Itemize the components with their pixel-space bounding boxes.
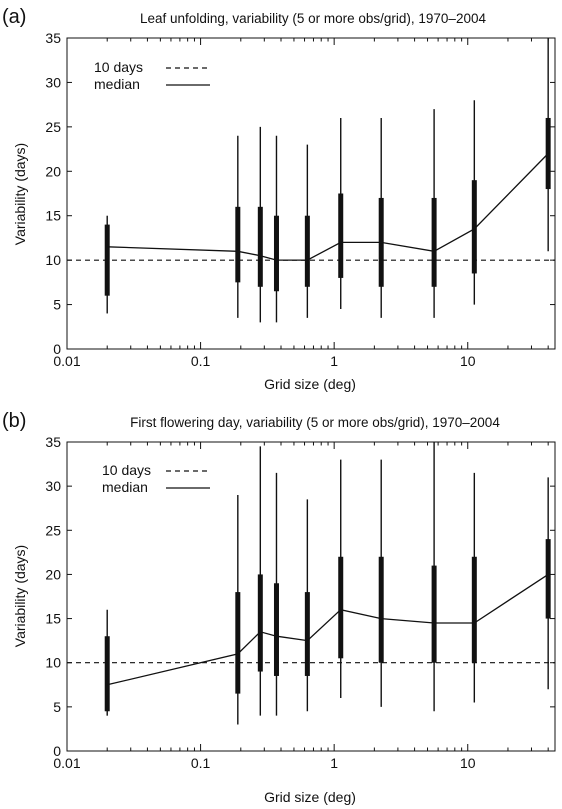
- legend-label-reference: 10 days: [102, 462, 151, 478]
- legend-label-median: median: [102, 479, 148, 495]
- y-axis: 0 5 10 15 20 25 30 35: [45, 30, 555, 357]
- box: [304, 592, 310, 676]
- y-tick-label: 35: [45, 30, 61, 46]
- median-line-layer: [107, 153, 549, 261]
- plot-frame: [66, 441, 556, 752]
- y-tick-label: 5: [53, 699, 61, 715]
- panel-label: (a): [2, 6, 26, 28]
- panel-label: (b): [2, 410, 26, 432]
- legend: 10 days median: [102, 462, 210, 495]
- y-tick-label: 20: [45, 566, 61, 582]
- legend-label-reference: 10 days: [94, 59, 143, 75]
- y-tick-label: 25: [45, 522, 61, 538]
- median-line-layer: [107, 573, 549, 686]
- box: [431, 565, 437, 663]
- y-tick-label: 0: [53, 743, 61, 759]
- chart-title: First flowering day, variability (5 or m…: [130, 415, 500, 430]
- y-axis-title: Variability (days): [12, 545, 28, 647]
- x-axis-title: Grid size (deg): [264, 789, 356, 805]
- y-tick-label: 25: [45, 119, 61, 135]
- box: [378, 556, 384, 663]
- box: [431, 197, 437, 287]
- box: [273, 583, 279, 676]
- chart-panel-a: (a) Leaf unfolding, variability (5 or mo…: [2, 6, 556, 392]
- median-line: [107, 573, 549, 686]
- box: [273, 215, 279, 292]
- y-axis: 0 5 10 15 20 25 30 35: [45, 434, 555, 759]
- box: [545, 539, 551, 619]
- x-tick-label: 10: [460, 755, 476, 771]
- box: [104, 636, 110, 712]
- plot-frame: [66, 37, 556, 350]
- x-tick-label: 0.01: [53, 755, 80, 771]
- y-tick-label: 15: [45, 208, 61, 224]
- y-tick-label: 10: [45, 252, 61, 268]
- boxplot-layer: [104, 442, 551, 725]
- box: [471, 180, 477, 274]
- y-tick-label: 35: [45, 434, 61, 450]
- y-tick-label: 5: [53, 297, 61, 313]
- x-axis: 0.01 0.1 1 10: [53, 442, 549, 771]
- y-tick-label: 10: [45, 655, 61, 671]
- legend: 10 days median: [94, 59, 210, 92]
- x-tick-label: 0.01: [53, 353, 80, 369]
- y-tick-label: 20: [45, 163, 61, 179]
- y-tick-label: 30: [45, 478, 61, 494]
- x-tick-label: 1: [330, 755, 338, 771]
- y-tick-label: 15: [45, 611, 61, 627]
- y-tick-label: 0: [53, 341, 61, 357]
- box: [257, 206, 263, 287]
- y-axis-title: Variability (days): [12, 143, 28, 245]
- median-line: [107, 153, 549, 261]
- x-tick-label: 10: [460, 353, 476, 369]
- box: [338, 193, 344, 278]
- y-tick-label: 30: [45, 74, 61, 90]
- boxplot-layer: [104, 38, 551, 323]
- chart-panel-b: (b) First flowering day, variability (5 …: [2, 410, 556, 805]
- box: [104, 224, 110, 296]
- x-axis-title: Grid size (deg): [264, 376, 356, 392]
- x-tick-label: 0.1: [191, 755, 211, 771]
- box: [304, 215, 310, 287]
- x-tick-label: 1: [330, 353, 338, 369]
- box: [235, 206, 241, 283]
- box: [338, 556, 344, 659]
- box: [257, 574, 263, 672]
- box: [235, 592, 241, 694]
- box: [471, 556, 477, 663]
- x-tick-label: 0.1: [191, 353, 211, 369]
- legend-label-median: median: [94, 76, 140, 92]
- chart-title: Leaf unfolding, variability (5 or more o…: [140, 11, 486, 26]
- x-axis: 0.01 0.1 1 10: [53, 38, 549, 369]
